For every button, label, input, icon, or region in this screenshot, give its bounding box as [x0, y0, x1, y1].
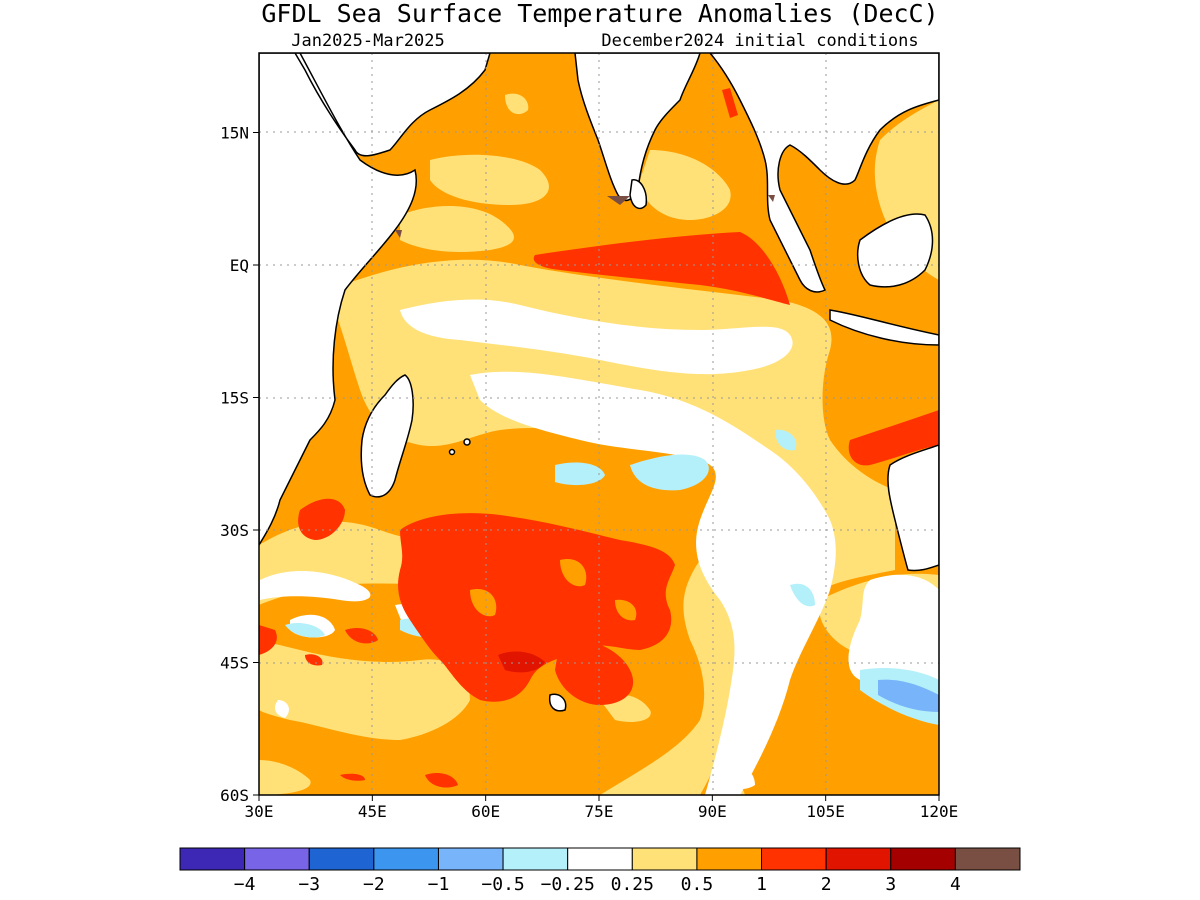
- colorbar-label: 4: [950, 874, 961, 895]
- land-masses: [259, 53, 939, 712]
- anomaly-band-1-2: [259, 88, 939, 788]
- x-tick-label: 30E: [245, 802, 274, 821]
- anomaly-band-0.5-1-patches: [470, 559, 637, 621]
- colorbar-swatch: [954, 847, 1021, 871]
- x-tick-label: 90E: [698, 802, 727, 821]
- x-tick-label: 60E: [471, 802, 500, 821]
- x-tick-label: 105E: [806, 802, 845, 821]
- colorbar-label: 1: [756, 874, 767, 895]
- colorbar-label: −0.25: [541, 874, 595, 895]
- subtitle-period: Jan2025-Mar2025: [291, 31, 445, 51]
- colorbar-swatch: [244, 847, 310, 871]
- colorbar-swatch: [567, 847, 633, 871]
- southeast-asia-landmass: [709, 53, 939, 293]
- colorbar-swatch: [825, 847, 892, 871]
- colorbar-legend: −4 −3 −2 −1 −0.5 −0.25 0.25 0.5 1 2 3 4: [179, 847, 1021, 895]
- colorbar-swatch: [696, 847, 763, 871]
- colorbar-label: 0.5: [681, 874, 714, 895]
- madagascar-landmass: [360, 374, 414, 498]
- anomaly-band-above-4: [395, 195, 775, 238]
- anomaly-band-2-3: [498, 651, 545, 673]
- mauritius-island: [463, 438, 471, 446]
- colorbar-swatch: [502, 847, 569, 871]
- colorbar-swatch: [890, 847, 956, 871]
- y-tick-label: 45S: [220, 654, 249, 673]
- colorbar-swatch: [761, 847, 827, 871]
- sri-lanka-landmass: [629, 179, 648, 210]
- kerguelen-island: [548, 693, 567, 712]
- y-tick-label: 60S: [220, 786, 249, 805]
- map-gridlines: [259, 53, 939, 795]
- colorbar-swatch: [631, 847, 698, 871]
- y-tick-label: 15S: [220, 389, 249, 408]
- x-tick-label: 120E: [920, 802, 959, 821]
- africa-arabia-landmass: [259, 53, 491, 547]
- y-axis: 15N EQ 15S 30S 45S 60S: [220, 124, 259, 805]
- australia-landmass: [887, 444, 939, 572]
- indonesia-islands-landmass: [829, 309, 939, 346]
- y-tick-label: EQ: [230, 256, 249, 275]
- colorbar-swatch: [308, 847, 375, 871]
- colorbar-label: −4: [234, 874, 256, 895]
- subtitle-init-conditions: December2024 initial conditions: [601, 31, 918, 51]
- reunion-island: [448, 448, 456, 456]
- colorbar-swatch: [373, 847, 439, 871]
- y-tick-label: 30S: [220, 521, 249, 540]
- colorbar-swatch: [437, 847, 504, 871]
- colorbar-swatch: [179, 847, 246, 871]
- colorbar-label: −1: [428, 874, 450, 895]
- x-tick-label: 45E: [358, 802, 387, 821]
- colorbar-label: 3: [885, 874, 896, 895]
- x-axis: 30E 45E 60E 75E 90E 105E 120E: [245, 795, 959, 821]
- colorbar-label: −0.5: [481, 874, 524, 895]
- colorbar-label: 2: [821, 874, 832, 895]
- borneo-landmass: [857, 213, 934, 288]
- colorbar-label: −2: [363, 874, 385, 895]
- page-title: GFDL Sea Surface Temperature Anomalies (…: [261, 0, 938, 28]
- map-plot-area: [259, 53, 939, 795]
- colorbar-label: 0.25: [611, 874, 654, 895]
- colorbar-label: −3: [298, 874, 320, 895]
- y-tick-label: 15N: [220, 124, 249, 143]
- x-tick-label: 75E: [585, 802, 614, 821]
